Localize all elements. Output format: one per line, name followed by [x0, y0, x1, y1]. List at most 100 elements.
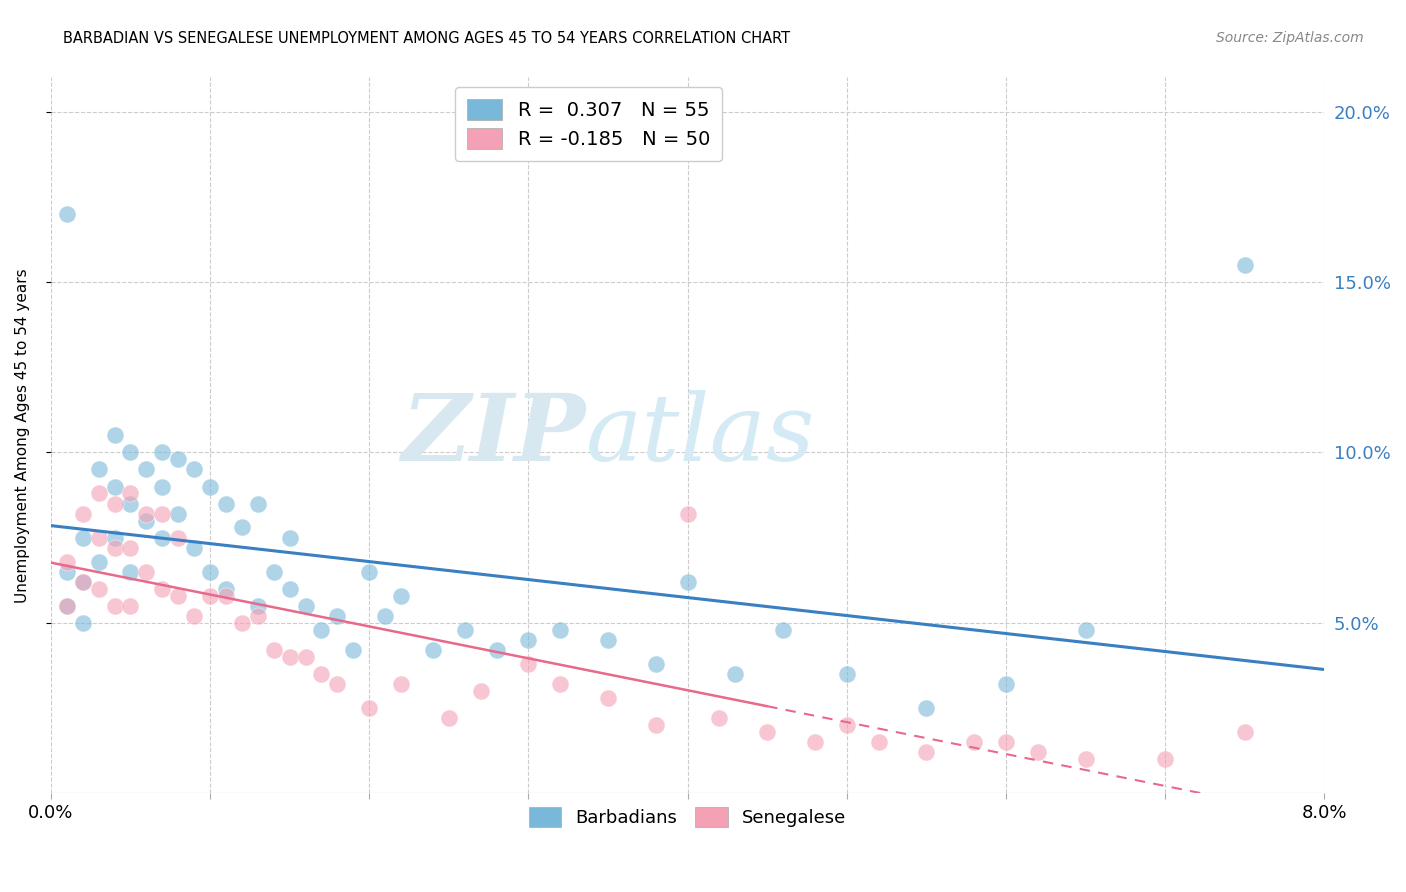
Point [150, 479, 173, 493]
Point [150, 445, 173, 459]
Point [55, 207, 77, 221]
Point [1154, 752, 1177, 766]
Point [294, 650, 316, 665]
Point [868, 735, 890, 749]
Point [120, 497, 142, 511]
Point [326, 609, 349, 624]
Point [103, 497, 125, 511]
Point [1074, 752, 1097, 766]
Point [644, 718, 666, 732]
Point [596, 690, 619, 705]
Point [389, 677, 412, 691]
Point [342, 643, 364, 657]
Point [246, 497, 269, 511]
Point [772, 623, 794, 637]
Point [231, 615, 253, 630]
Point [198, 479, 221, 493]
Point [215, 589, 238, 603]
Point [167, 507, 190, 521]
Point [548, 623, 571, 637]
Point [359, 701, 381, 715]
Point [374, 609, 396, 624]
Point [103, 541, 125, 555]
Point [183, 609, 205, 624]
Point [596, 632, 619, 647]
Point [454, 623, 477, 637]
Point [756, 725, 779, 739]
Point [485, 643, 508, 657]
Point [676, 574, 699, 589]
Point [804, 735, 827, 749]
Point [963, 735, 986, 749]
Point [150, 531, 173, 545]
Point [72, 574, 94, 589]
Point [215, 497, 238, 511]
Point [326, 677, 349, 691]
Point [278, 582, 301, 596]
Text: ZIP: ZIP [402, 391, 586, 481]
Point [198, 589, 221, 603]
Point [994, 735, 1017, 749]
Point [517, 657, 540, 671]
Point [55, 555, 77, 569]
Point [470, 684, 492, 698]
Point [278, 531, 301, 545]
Point [246, 599, 269, 613]
Point [120, 565, 142, 579]
Point [294, 599, 316, 613]
Point [422, 643, 444, 657]
Point [167, 531, 190, 545]
Point [437, 711, 460, 725]
Point [263, 643, 285, 657]
Point [135, 514, 157, 528]
Point [389, 589, 412, 603]
Point [311, 623, 333, 637]
Point [150, 507, 173, 521]
Point [150, 582, 173, 596]
Y-axis label: Unemployment Among Ages 45 to 54 years: Unemployment Among Ages 45 to 54 years [15, 268, 30, 603]
Point [103, 531, 125, 545]
Point [644, 657, 666, 671]
Point [72, 507, 94, 521]
Point [835, 667, 858, 681]
Point [72, 531, 94, 545]
Text: Source: ZipAtlas.com: Source: ZipAtlas.com [1216, 31, 1364, 45]
Point [103, 479, 125, 493]
Point [135, 462, 157, 476]
Point [167, 589, 190, 603]
Legend: Barbadians, Senegalese: Barbadians, Senegalese [522, 800, 853, 834]
Point [278, 650, 301, 665]
Point [1233, 258, 1256, 272]
Point [311, 667, 333, 681]
Point [183, 541, 205, 555]
Point [231, 520, 253, 534]
Point [167, 452, 190, 467]
Text: atlas: atlas [586, 391, 815, 481]
Point [87, 486, 110, 500]
Point [183, 462, 205, 476]
Point [120, 599, 142, 613]
Point [120, 541, 142, 555]
Point [72, 574, 94, 589]
Point [359, 565, 381, 579]
Point [87, 582, 110, 596]
Point [709, 711, 731, 725]
Point [1233, 725, 1256, 739]
Point [517, 632, 540, 647]
Point [87, 555, 110, 569]
Point [55, 599, 77, 613]
Point [676, 507, 699, 521]
Point [135, 565, 157, 579]
Point [724, 667, 747, 681]
Point [135, 507, 157, 521]
Point [55, 599, 77, 613]
Text: BARBADIAN VS SENEGALESE UNEMPLOYMENT AMONG AGES 45 TO 54 YEARS CORRELATION CHART: BARBADIAN VS SENEGALESE UNEMPLOYMENT AMO… [63, 31, 790, 46]
Point [1074, 623, 1097, 637]
Point [72, 615, 94, 630]
Point [246, 609, 269, 624]
Point [215, 582, 238, 596]
Point [1026, 746, 1049, 760]
Point [915, 701, 938, 715]
Point [994, 677, 1017, 691]
Point [835, 718, 858, 732]
